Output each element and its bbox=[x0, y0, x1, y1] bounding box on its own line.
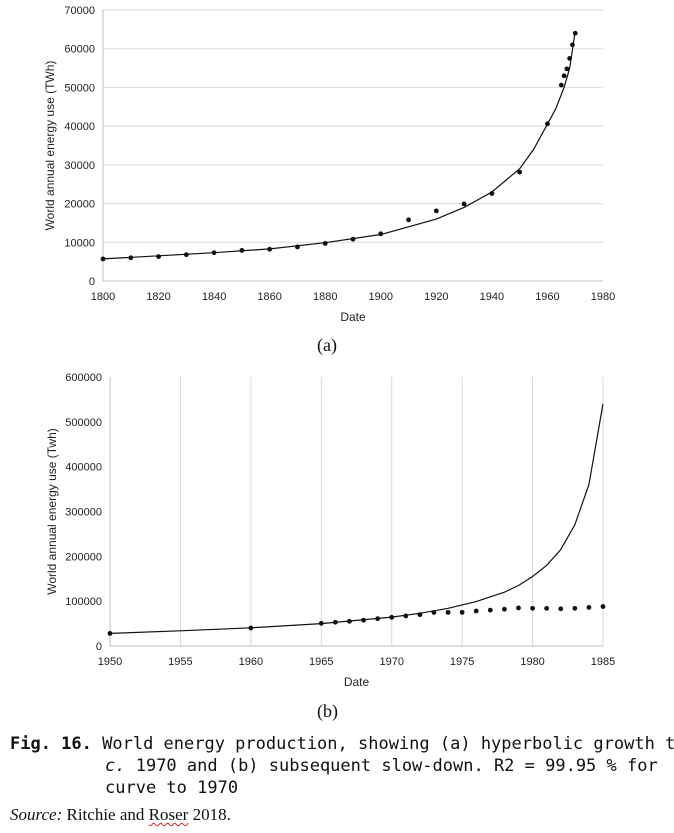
caption-line-2: 1970 and (b) subsequent slow-down. R2 = … bbox=[125, 756, 658, 776]
chart-b-x-axis-title: Date bbox=[344, 675, 370, 689]
chart-b-data-point bbox=[586, 605, 592, 610]
chart-b-x-tick-label: 1970 bbox=[379, 656, 403, 668]
chart-b-x-tick-label: 1975 bbox=[450, 656, 474, 668]
chart-a-data-point bbox=[156, 254, 161, 260]
figure-caption: Fig. 16. World energy production, showin… bbox=[10, 733, 674, 799]
chart-b-data-point bbox=[544, 605, 550, 611]
chart-a-x-tick-label: 1860 bbox=[257, 291, 281, 303]
caption-fig-label: Fig. 16. bbox=[10, 734, 92, 754]
chart-b-data-point bbox=[473, 608, 479, 614]
chart-a-data-point bbox=[561, 73, 567, 79]
chart-a-x-tick-label: 1920 bbox=[424, 291, 448, 303]
chart-a-x-tick-label: 1900 bbox=[369, 291, 393, 303]
chart-b-data-point bbox=[107, 631, 113, 636]
chart-b-data-point bbox=[572, 605, 578, 611]
chart-b-y-tick-label: 300000 bbox=[65, 507, 102, 519]
chart-a-x-tick-label: 1980 bbox=[591, 291, 615, 303]
chart-b-y-tick-label: 100000 bbox=[65, 596, 102, 608]
chart-a-data-point bbox=[517, 169, 523, 175]
chart-a-y-tick-label: 10000 bbox=[64, 237, 95, 249]
source-author-2: Roser bbox=[148, 805, 189, 824]
chart-a-y-tick-label: 20000 bbox=[64, 199, 95, 211]
source-year: 2018. bbox=[188, 805, 231, 824]
chart-a-y-tick-label: 50000 bbox=[64, 82, 95, 94]
chart-a-y-tick-label: 30000 bbox=[64, 160, 95, 172]
chart-b-data-point bbox=[487, 607, 493, 613]
chart-b-data-point bbox=[530, 605, 535, 611]
chart-a-x-tick-label: 1800 bbox=[91, 291, 115, 303]
chart-b-data-point bbox=[558, 606, 564, 612]
panel-label-b: (b) bbox=[317, 701, 338, 721]
chart-b-data-point bbox=[445, 609, 451, 615]
chart-b-y-tick-label: 200000 bbox=[65, 551, 102, 563]
chart-b-x-tick-label: 1960 bbox=[239, 656, 263, 668]
panel-label-a: (a) bbox=[317, 335, 337, 355]
chart-b-data-point bbox=[516, 605, 521, 611]
chart-b-data-point bbox=[459, 609, 465, 615]
chart-a-data-point bbox=[564, 66, 570, 72]
caption-line-3: curve to 1970 bbox=[105, 778, 239, 798]
chart-a-y-tick-label: 40000 bbox=[64, 121, 95, 133]
caption-c: c. bbox=[105, 756, 126, 776]
source-label: Source: bbox=[10, 805, 63, 824]
chart-a-data-point bbox=[100, 256, 106, 262]
chart-b-y-tick-label: 500000 bbox=[65, 417, 102, 429]
chart-b-x-tick-label: 1950 bbox=[98, 656, 122, 668]
chart-b-x-tick-label: 1955 bbox=[168, 656, 192, 668]
chart-b-x-tick-label: 1985 bbox=[591, 656, 615, 668]
chart-b-x-tick-label: 1980 bbox=[520, 656, 544, 668]
chart-a-data-point bbox=[433, 208, 439, 214]
chart-a-x-tick-label: 1820 bbox=[146, 291, 170, 303]
chart-a-data-point bbox=[406, 217, 411, 223]
source-note: Source: Ritchie and Roser 2018. bbox=[10, 805, 231, 825]
chart-a-data-point bbox=[558, 82, 564, 88]
chart-b: 1950 1955 1960 1965 1970 1975 1980 1985 0 100000 2… bbox=[45, 372, 615, 689]
chart-b-y-tick-label: 0 bbox=[96, 641, 102, 653]
chart-b-x-tick-label: 1965 bbox=[309, 656, 333, 668]
chart-b-fit-curve bbox=[109, 403, 604, 634]
caption-line-1: World energy production, showing (a) hyp… bbox=[91, 734, 674, 754]
chart-a-x-tick-label: 1880 bbox=[313, 291, 337, 303]
chart-a-y-tick-label: 70000 bbox=[64, 5, 95, 17]
chart-a-y-tick-label: 60000 bbox=[64, 44, 95, 56]
chart-a-x-tick-label: 1960 bbox=[535, 291, 559, 303]
chart-b-y-tick-label: 600000 bbox=[65, 372, 102, 384]
source-author-1: Ritchie and bbox=[62, 805, 149, 824]
chart-a-x-tick-label: 1840 bbox=[202, 291, 226, 303]
chart-a: 1800 1820 1840 1860 1880 1900 1920 1940 1960 1980… bbox=[43, 5, 615, 324]
chart-a-x-tick-label: 1940 bbox=[480, 291, 504, 303]
chart-b-y-axis-title: World annual energy use (Twh) bbox=[45, 428, 59, 595]
chart-a-y-axis-title: World annual energy use (TWh) bbox=[43, 61, 57, 231]
chart-b-data-point bbox=[502, 606, 507, 612]
chart-a-data-point bbox=[461, 201, 467, 207]
chart-a-y-tick-label: 0 bbox=[89, 276, 95, 288]
chart-b-data-point bbox=[600, 604, 606, 609]
chart-a-fit-curve bbox=[102, 31, 576, 260]
chart-b-y-tick-label: 400000 bbox=[65, 462, 102, 474]
chart-a-x-axis-title: Date bbox=[340, 310, 366, 324]
